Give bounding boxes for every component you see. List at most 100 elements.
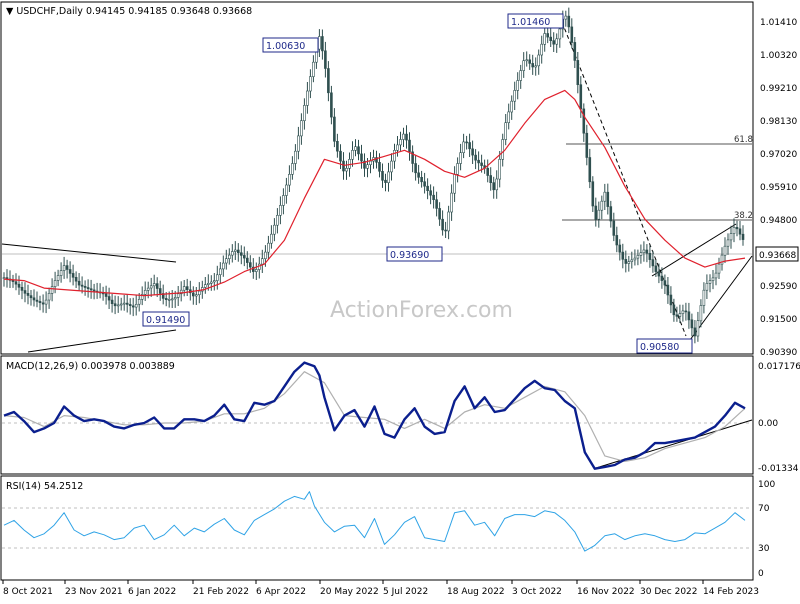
- candle-body: [59, 270, 63, 276]
- candle-body: [80, 284, 84, 287]
- svg-text:0.91500: 0.91500: [760, 315, 797, 325]
- candle-body: [354, 146, 357, 151]
- candle-body: [426, 185, 429, 191]
- candle-body: [387, 171, 390, 183]
- candle-body: [738, 228, 742, 235]
- candle-body: [480, 162, 483, 166]
- date-tick-label: 20 May 2022: [320, 587, 379, 597]
- rsi-line: [3, 491, 746, 552]
- candle-body: [459, 152, 462, 164]
- macd-line: [3, 361, 746, 470]
- candle-body: [693, 327, 697, 337]
- candle-body: [237, 249, 240, 254]
- candle-body: [510, 100, 514, 113]
- candle-body: [321, 36, 324, 52]
- candle-body: [219, 268, 222, 275]
- candle-body: [507, 111, 511, 124]
- candle-body: [83, 285, 87, 288]
- annotation-low-3: 0.90580: [636, 338, 693, 354]
- candle-body: [333, 116, 336, 142]
- candle-body: [176, 293, 180, 298]
- candle-body: [582, 108, 586, 134]
- candle-body: [297, 135, 300, 152]
- candle-body: [543, 33, 547, 45]
- svg-text:30: 30: [758, 544, 770, 554]
- candle-body: [47, 292, 51, 301]
- candle-body: [107, 296, 111, 301]
- channel-upper-line: [651, 223, 737, 277]
- candle-body: [702, 289, 706, 306]
- candle-body: [207, 282, 210, 285]
- candle-body: [134, 303, 138, 308]
- candle-body: [35, 299, 39, 302]
- svg-text:0.99210: 0.99210: [760, 84, 797, 94]
- candle-body: [77, 280, 81, 286]
- candle-body: [648, 253, 652, 260]
- candle-body: [131, 305, 135, 308]
- svg-text:0: 0: [758, 569, 764, 579]
- candle-body: [675, 314, 679, 317]
- candle-body: [453, 174, 456, 194]
- candle-body: [522, 60, 526, 71]
- price-panel-border: [0, 1, 754, 355]
- candle-body: [696, 320, 700, 337]
- candle-body: [378, 162, 381, 172]
- candle-body: [417, 172, 420, 178]
- candle-body: [540, 43, 544, 56]
- candle-body: [624, 258, 628, 264]
- candle-body: [312, 61, 315, 77]
- candle-body: [137, 298, 141, 305]
- candle-body: [612, 220, 616, 236]
- candle-body: [164, 298, 168, 300]
- candle-body: [663, 280, 667, 286]
- candle-body: [432, 194, 435, 200]
- date-tick-label: 18 Aug 2022: [447, 587, 505, 597]
- current-price-box: [755, 246, 799, 262]
- candle-body: [546, 33, 550, 38]
- candle-body: [729, 233, 733, 241]
- annotation-high-2: 1.01460: [507, 13, 564, 29]
- candle-body: [155, 283, 159, 289]
- candle-body: [495, 178, 499, 191]
- macd-signal-line: [3, 371, 746, 462]
- date-tick-label: 16 Nov 2022: [577, 587, 635, 597]
- candle-body: [720, 254, 724, 265]
- candle-body: [41, 302, 45, 305]
- candle-body: [182, 286, 186, 291]
- candle-body: [74, 276, 78, 282]
- candle-body: [369, 160, 372, 166]
- candle-body: [149, 285, 153, 289]
- price-lines: [3, 89, 746, 297]
- candle-body: [17, 283, 21, 288]
- candle-body: [125, 302, 129, 305]
- candle-body: [534, 65, 538, 68]
- candle-body: [222, 262, 225, 270]
- candle-body: [564, 15, 568, 20]
- svg-text:70: 70: [758, 504, 770, 514]
- candle-body: [128, 304, 132, 306]
- candle-body: [645, 249, 649, 254]
- svg-text:1.01410: 1.01410: [760, 18, 797, 28]
- candle-body: [471, 148, 474, 156]
- candle-body: [405, 133, 408, 141]
- candle-body: [666, 284, 670, 296]
- price-axis: 1.01410 1.00320 0.99210 0.98130 0.97020 …: [755, 18, 799, 358]
- candle-body: [306, 90, 309, 106]
- candle-body: [420, 177, 423, 183]
- candle-body: [567, 15, 571, 28]
- candle-body: [579, 84, 583, 110]
- symbol-label: ▼ USDCHF,Daily 0.94145 0.94185 0.93648 0…: [6, 6, 252, 17]
- fib-38-2-label: 38.2: [734, 211, 753, 221]
- candle-body: [411, 151, 414, 164]
- candle-body: [531, 63, 535, 68]
- candle-body: [216, 274, 219, 281]
- candle-body: [255, 269, 258, 272]
- candle-body: [669, 294, 673, 306]
- candle-body: [393, 150, 396, 162]
- date-tick-label: 30 Dec 2022: [640, 587, 698, 597]
- svg-text:0.91490: 0.91490: [146, 315, 185, 326]
- candle-body: [204, 284, 207, 288]
- candle-body: [741, 233, 745, 240]
- svg-text:100: 100: [758, 480, 775, 490]
- date-tick-label: 23 Nov 2021: [65, 587, 123, 597]
